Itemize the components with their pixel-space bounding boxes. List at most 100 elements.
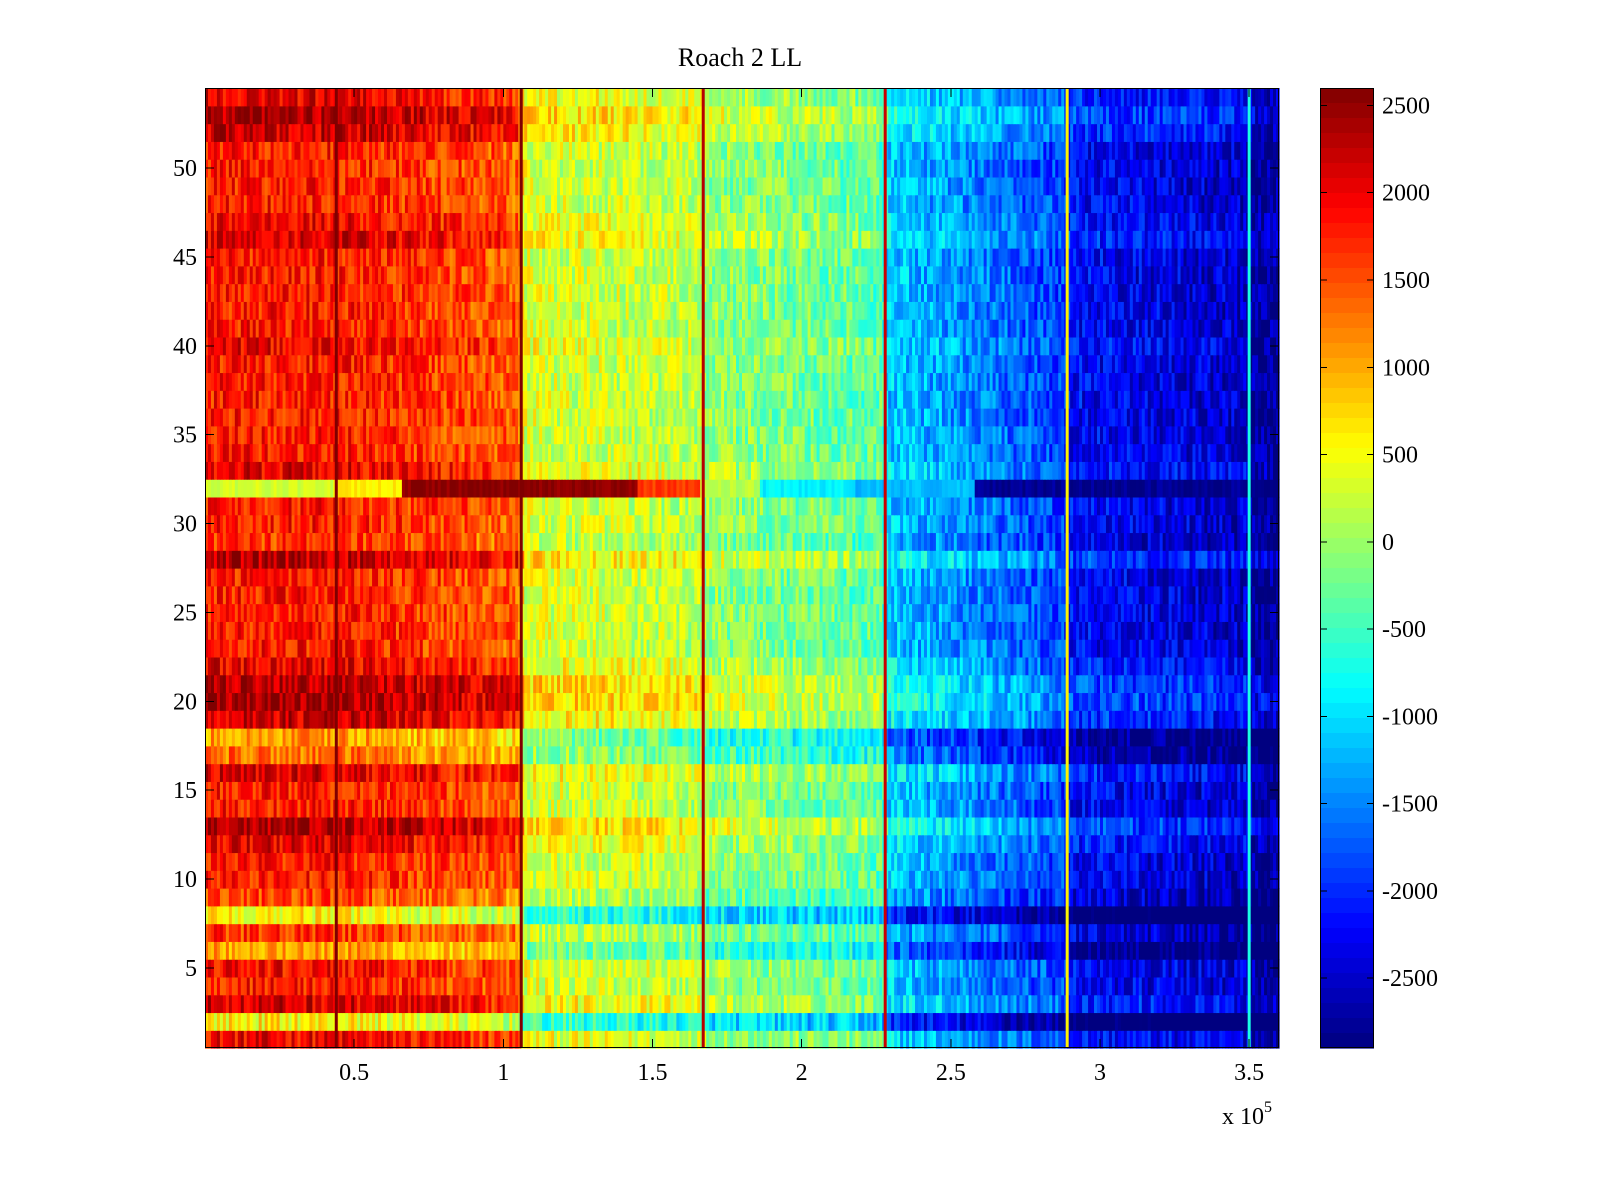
heatmap-cell [404,870,409,889]
heatmap-cell [1132,941,1137,960]
heatmap-cell [1171,976,1176,996]
heatmap-cell [404,976,409,996]
heatmap-cell [583,941,588,960]
heatmap-cell [1195,994,1200,1014]
heatmap-cell [1061,905,1065,925]
heatmap-cell [461,923,466,942]
heatmap-cell [637,905,642,925]
heatmap-cell [1067,976,1071,996]
heatmap-cell [1088,1030,1092,1049]
heatmap-cell [989,976,994,996]
heatmap-cell [592,976,597,996]
heatmap-cell [1120,959,1125,978]
heatmap-cell [926,1030,931,1049]
heatmap-cell [673,834,677,854]
heatmap-cell [810,923,815,942]
heatmap-cell [1111,888,1116,907]
heatmap-cell [938,994,943,1014]
heatmap-cell [583,923,588,942]
heatmap-cell [1165,1012,1170,1031]
heatmap-cell [413,905,418,925]
heatmap-cell [1016,994,1021,1014]
heatmap-cell [285,816,290,836]
heatmap-cell [1252,1030,1256,1049]
heatmap-cell [849,1030,853,1049]
heatmap-cell [989,1012,994,1031]
heatmap-cell [1171,941,1176,960]
heatmap-cell [676,852,680,871]
heatmap-cell [470,923,475,942]
heatmap-cell [983,959,988,978]
heatmap-cell [1004,959,1009,978]
heatmap-cell [425,834,430,854]
heatmap-cell [762,994,767,1014]
heatmap-cell [840,976,845,996]
heatmap-cell [906,1012,910,1031]
heatmap-cell [321,941,325,960]
heatmap-cell [1010,870,1015,889]
heatmap-cell [798,888,803,907]
heatmap-cell [1198,941,1203,960]
heatmap-cell [795,1012,800,1031]
heatmap-cell [709,959,713,978]
heatmap-cell [774,976,779,996]
heatmap-cell [1261,1030,1265,1049]
heatmap-cell [491,923,495,942]
heatmap-cell [1267,834,1271,854]
heatmap-cell [1019,994,1024,1014]
heatmap-cell [736,959,740,978]
heatmap-cell [1156,941,1161,960]
heatmap-cell [1034,994,1038,1014]
heatmap-cell [327,870,331,889]
heatmap-cell [1186,959,1191,978]
heatmap-cell [864,834,868,854]
heatmap-cell [1046,905,1050,925]
heatmap-cell [1100,816,1104,836]
heatmap-cell [762,834,767,854]
heatmap-cell [1091,816,1095,836]
heatmap-cell [205,852,209,871]
heatmap-cell [476,976,481,996]
heatmap-cell [1067,941,1071,960]
heatmap-cell [398,976,403,996]
heatmap-cell [744,959,749,978]
heatmap-cell [676,923,680,942]
heatmap-cell [721,852,725,871]
heatmap-cell [1043,941,1047,960]
heatmap-cell [607,1012,612,1031]
heatmap-cell [846,834,850,854]
heatmap-cell [571,870,576,889]
heatmap-cell [592,888,597,907]
heatmap-cell [786,959,791,978]
heatmap-cell [965,1030,970,1049]
heatmap-cell [1186,941,1191,960]
heatmap-cell [810,959,815,978]
heatmap-cell [718,923,722,942]
heatmap-cell [431,834,436,854]
heatmap-cell [685,834,689,854]
heatmap-cell [658,1012,663,1031]
heatmap-cell [801,1012,806,1031]
heatmap-cell [1061,976,1065,996]
heatmap-cell [837,959,842,978]
heatmap-cell [1237,852,1241,871]
heatmap-cell [1076,923,1080,942]
heatmap-cell [300,941,305,960]
heatmap-cell [771,888,776,907]
heatmap-cell [918,834,922,854]
heatmap-cell [807,852,812,871]
heatmap-cell [264,834,269,854]
heatmap-row [205,959,1280,978]
heatmap-cell [1100,834,1104,854]
heatmap-cell [410,905,415,925]
heatmap-cell [676,888,680,907]
heatmap-cell [1058,870,1062,889]
heatmap-cell [649,852,654,871]
heatmap-cell [837,976,842,996]
heatmap-cell [1004,976,1009,996]
heatmap-cell [264,959,269,978]
heatmap-cell [491,941,495,960]
heatmap-cell [222,1012,227,1031]
heatmap-cell [715,816,719,836]
heatmap-cell [577,888,582,907]
